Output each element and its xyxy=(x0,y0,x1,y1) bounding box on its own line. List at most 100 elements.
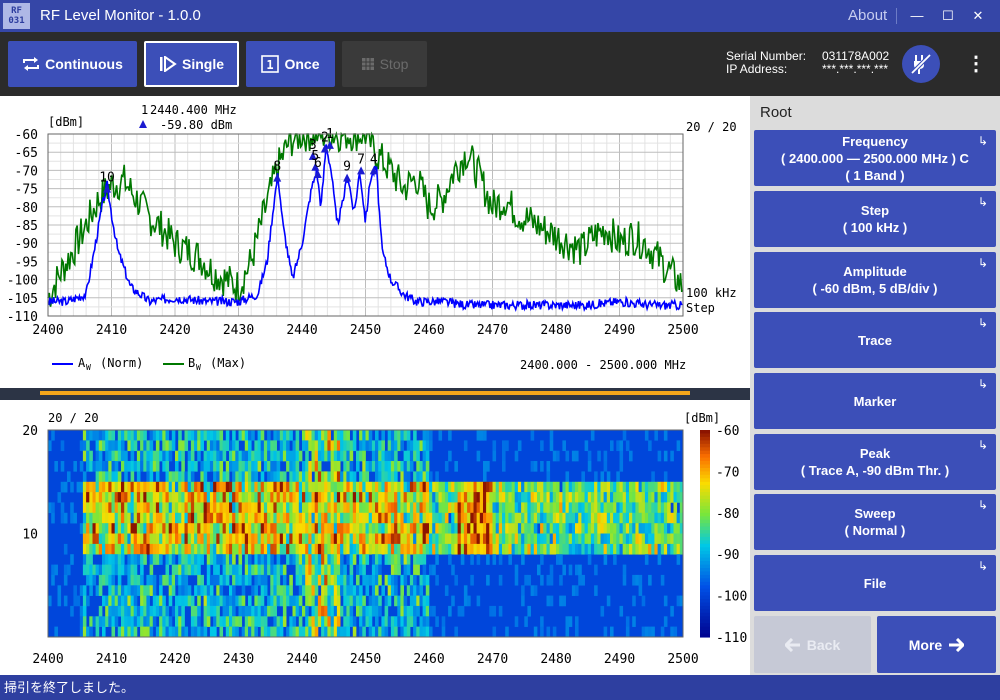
maximize-button[interactable]: ☐ xyxy=(942,8,954,23)
colorbar-segment xyxy=(700,468,710,472)
waterfall-cell xyxy=(254,440,258,452)
waterfall-cell xyxy=(324,481,328,493)
step-button[interactable]: ↳ Step ( 100 kHz ) xyxy=(754,191,996,247)
x-tick-label: 2460 xyxy=(413,652,444,667)
waterfall-cell xyxy=(165,523,170,534)
waterfall-cell xyxy=(416,605,420,617)
waterfall-cell xyxy=(409,574,414,586)
waterfall-cell xyxy=(587,523,592,534)
waterfall-cell xyxy=(159,450,163,462)
waterfall-cell xyxy=(349,450,354,462)
waterfall-cell xyxy=(162,574,166,586)
waterfall-cell xyxy=(305,440,309,452)
waterfall-cell xyxy=(73,461,77,472)
waterfall-cell xyxy=(594,471,598,483)
waterfall-cell xyxy=(279,440,284,452)
waterfall-cell xyxy=(616,471,620,483)
frequency-button[interactable]: ↳ Frequency ( 2400.000 — 2500.000 MHz ) … xyxy=(754,130,996,186)
waterfall-cell xyxy=(343,461,347,472)
waterfall-cell xyxy=(397,616,401,627)
continuous-button[interactable]: Continuous xyxy=(8,41,137,87)
waterfall-cell xyxy=(403,481,408,493)
waterfall-cell xyxy=(111,471,116,483)
back-button[interactable]: Back xyxy=(754,616,871,673)
waterfall-cell xyxy=(524,492,528,503)
waterfall-cell xyxy=(340,492,344,503)
waterfall-cell xyxy=(48,440,52,452)
file-button[interactable]: ↳ File xyxy=(754,555,996,611)
waterfall-cell xyxy=(343,564,347,576)
waterfall-cell xyxy=(590,492,595,503)
waterfall-cell xyxy=(352,471,357,483)
waterfall-cell xyxy=(587,461,592,472)
waterfall-cell xyxy=(521,585,525,596)
waterfall-cell xyxy=(394,430,398,441)
waterfall-cell xyxy=(213,605,217,617)
waterfall-cell xyxy=(584,512,589,524)
waterfall-cell xyxy=(152,481,157,493)
serial-label: Serial Number: xyxy=(726,49,807,63)
waterfall-cell xyxy=(225,481,230,493)
waterfall-cell xyxy=(638,585,643,596)
logo-line-1: RF xyxy=(11,6,22,16)
waterfall-cell xyxy=(292,481,297,493)
waterfall-cell xyxy=(610,533,614,545)
waterfall-cell xyxy=(419,585,424,596)
waterfall-cell xyxy=(330,616,335,627)
more-button[interactable]: More xyxy=(877,616,996,673)
waterfall-cell xyxy=(552,626,557,638)
waterfall-cell xyxy=(597,543,601,555)
panel-splitter[interactable] xyxy=(0,388,750,400)
waterfall-cell xyxy=(162,512,166,524)
minimize-button[interactable]: — xyxy=(910,8,924,23)
colorbar-segment xyxy=(700,440,710,445)
waterfall-cell xyxy=(514,492,519,503)
waterfall-cell xyxy=(327,554,331,565)
spectrum-plot-frame xyxy=(47,133,684,317)
about-link[interactable]: About xyxy=(848,7,888,24)
waterfall-cell xyxy=(292,554,297,565)
trace-button[interactable]: ↳ Trace xyxy=(754,312,996,368)
waterfall-cell xyxy=(660,502,665,514)
single-button[interactable]: Single xyxy=(144,41,239,87)
waterfall-cell xyxy=(603,512,608,524)
marker-button[interactable]: ↳ Marker xyxy=(754,373,996,429)
stop-button[interactable]: Stop xyxy=(342,41,427,87)
waterfall-cell xyxy=(324,440,328,452)
waterfall-cell xyxy=(362,554,366,565)
waterfall-cell xyxy=(641,502,646,514)
waterfall-cell xyxy=(114,481,119,493)
peak-marker-icon xyxy=(313,170,322,179)
waterfall-cell xyxy=(622,533,627,545)
waterfall-cell xyxy=(146,585,150,596)
waterfall-cell xyxy=(406,564,411,576)
waterfall-cell xyxy=(251,512,255,524)
more-options-icon[interactable]: ⋮ xyxy=(966,53,986,75)
waterfall-cell xyxy=(600,543,605,555)
sweep-button[interactable]: ↳ Sweep ( Normal ) xyxy=(754,494,996,550)
waterfall-cell xyxy=(533,585,538,596)
amplitude-button[interactable]: ↳ Amplitude ( -60 dBm, 5 dB/div ) xyxy=(754,252,996,308)
waterfall-cell xyxy=(521,595,525,607)
waterfall-cell xyxy=(298,523,303,534)
waterfall-cell xyxy=(298,543,303,555)
colorbar-segment xyxy=(700,533,710,538)
waterfall-cell xyxy=(432,605,436,617)
waterfall-cell xyxy=(425,626,430,638)
waterfall-cell xyxy=(209,502,214,514)
waterfall-cell xyxy=(514,533,519,545)
waterfall-cell xyxy=(638,543,643,555)
peak-button[interactable]: ↳ Peak ( Trace A, -90 dBm Thr. ) xyxy=(754,434,996,490)
waterfall-cell xyxy=(305,616,309,627)
waterfall-cell xyxy=(98,605,103,617)
waterfall-cell xyxy=(486,554,490,565)
waterfall-cell xyxy=(238,430,243,441)
waterfall-cell xyxy=(489,523,493,534)
waterfall-cell xyxy=(441,523,446,534)
waterfall-cell xyxy=(451,523,455,534)
disconnect-button[interactable] xyxy=(902,45,940,83)
close-button[interactable]: ✕ xyxy=(972,8,984,23)
waterfall-cell xyxy=(121,616,125,627)
waterfall-cell xyxy=(346,616,350,627)
once-button[interactable]: 1 Once xyxy=(246,41,335,87)
